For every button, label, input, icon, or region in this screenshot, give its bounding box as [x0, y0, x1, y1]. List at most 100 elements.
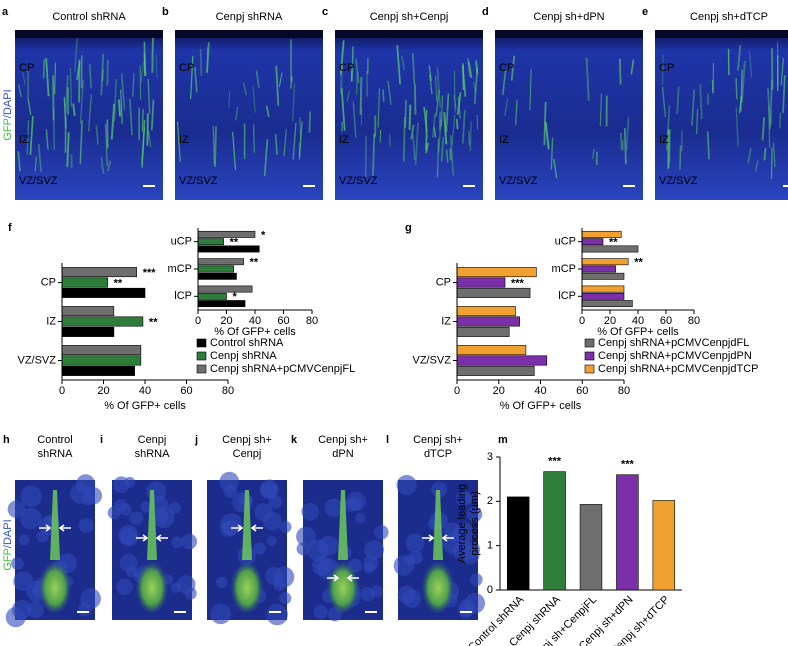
- stain-gfp: GFP: [2, 548, 14, 571]
- nucleus: [129, 511, 144, 526]
- gfp-fiber: [618, 58, 622, 85]
- region-label: IZ: [179, 134, 189, 146]
- nucleus: [301, 502, 319, 521]
- bar: [197, 292, 227, 300]
- gfp-fiber: [155, 53, 158, 79]
- nucleus: [253, 542, 266, 555]
- bar: [652, 500, 676, 591]
- gfp-fiber: [113, 79, 117, 122]
- gfp-fiber: [377, 88, 380, 128]
- panel-label: b: [162, 6, 169, 18]
- gfp-fiber: [412, 134, 416, 161]
- gfp-fiber: [668, 129, 671, 163]
- x-tick-label: 80: [306, 315, 318, 327]
- nucleus: [140, 501, 152, 513]
- nucleus: [279, 520, 292, 533]
- y-tick-label: lCP: [174, 290, 192, 302]
- gfp-fiber: [235, 106, 239, 121]
- panel-label: m: [498, 434, 508, 446]
- bar: [581, 258, 629, 266]
- bar: [197, 285, 253, 293]
- arrow: [346, 574, 359, 582]
- nucleus: [466, 506, 483, 523]
- arrow: [58, 524, 71, 532]
- significance: **: [230, 237, 239, 249]
- panel-title: dTCP: [424, 448, 452, 460]
- legend-swatch: [584, 364, 595, 374]
- stain-gfp: GFP: [2, 118, 14, 141]
- bar: [456, 365, 535, 376]
- legend-label: Cenpj shRNA+pCMVCenpjdTCP: [598, 363, 758, 375]
- panel-title: shRNA: [38, 448, 74, 460]
- gfp-fiber: [706, 131, 710, 160]
- gfp-fiber: [457, 96, 461, 119]
- micrograph: [335, 30, 483, 200]
- arrow: [441, 534, 454, 542]
- panel-label: h: [3, 434, 10, 446]
- gfp-fiber: [453, 70, 456, 113]
- bar: [581, 285, 625, 293]
- gfp-fiber: [436, 138, 440, 178]
- surface: [15, 30, 163, 38]
- panel-title: Cenpj: [138, 434, 167, 446]
- gfp-fiber: [275, 65, 280, 106]
- gfp-fiber: [623, 128, 627, 165]
- gfp-fiber: [553, 158, 558, 179]
- nucleus: [10, 557, 24, 570]
- bar: [61, 326, 115, 337]
- gfp-fiber: [514, 99, 518, 126]
- bar: [61, 316, 144, 327]
- nucleus: [119, 553, 138, 572]
- gfp-fiber: [434, 75, 438, 102]
- gfp-fiber: [428, 65, 432, 82]
- cell-body: [421, 557, 455, 613]
- gfp-fiber: [141, 109, 144, 132]
- panel-label: f: [8, 222, 12, 234]
- panel-label: k: [291, 434, 298, 446]
- gfp-fiber: [150, 99, 155, 131]
- gfp-fiber: [252, 85, 256, 113]
- bar: [581, 292, 625, 300]
- nucleus: [347, 491, 366, 511]
- gfp-fiber: [782, 75, 786, 114]
- gfp-fiber: [599, 93, 603, 127]
- bar: [61, 277, 108, 288]
- micrograph: [175, 30, 323, 200]
- y-tick-label: lCP: [558, 290, 576, 302]
- bar: [197, 300, 246, 308]
- gfp-fiber: [414, 122, 419, 165]
- region-label: VZ/SVZ: [659, 175, 698, 187]
- gfp-fiber: [141, 119, 146, 165]
- arrow: [250, 524, 263, 532]
- gfp-fiber: [592, 148, 595, 160]
- gfp-fiber: [355, 58, 360, 83]
- arrow: [155, 534, 168, 542]
- bar: [456, 267, 537, 278]
- nucleus: [114, 499, 128, 512]
- region-label: VZ/SVZ: [179, 175, 218, 187]
- arrow: [231, 524, 244, 532]
- gfp-fiber: [755, 160, 759, 172]
- x-tick-label: 0: [195, 315, 201, 327]
- bar: [61, 345, 142, 356]
- nucleus: [20, 485, 43, 508]
- gfp-fiber: [352, 101, 357, 138]
- gfp-fiber: [585, 57, 590, 101]
- panel-title: Cenpj shRNA: [216, 11, 283, 23]
- gfp-fiber: [104, 123, 108, 166]
- gfp-fiber: [735, 77, 738, 100]
- gfp-fiber: [292, 122, 297, 160]
- gfp-fiber: [64, 75, 69, 114]
- gfp-fiber: [396, 45, 401, 85]
- gfp-fiber: [359, 76, 363, 115]
- bar: [197, 258, 244, 266]
- gfp-fiber: [413, 83, 417, 115]
- gfp-fiber: [425, 142, 430, 154]
- gfp-fiber: [779, 112, 781, 129]
- gfp-fiber: [117, 99, 122, 117]
- nucleus: [168, 501, 181, 514]
- gfp-fiber: [461, 65, 467, 97]
- nucleus: [355, 512, 366, 524]
- x-tick-label: 0: [579, 315, 585, 327]
- panel-title: Control shRNA: [52, 11, 126, 23]
